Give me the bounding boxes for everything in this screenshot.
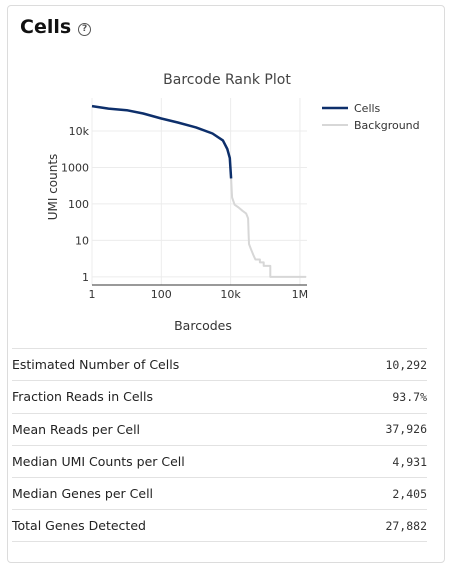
cells-card: Cells ? [7,5,445,563]
y-axis-ticks: 1 10 100 1000 10k [61,125,90,284]
metric-row: Mean Reads per Cell 37,926 [12,412,427,445]
metric-row: Median UMI Counts per Cell 4,931 [12,444,427,477]
x-tick-label: 1 [89,288,96,301]
metric-row: Fraction Reads in Cells 93.7% [12,380,427,412]
metric-value: 4,931 [392,454,427,469]
legend-label-background: Background [354,119,420,132]
metric-label: Total Genes Detected [12,518,146,534]
series-line-cells [91,104,233,179]
card-title: Cells [20,16,72,38]
metric-row: Estimated Number of Cells 10,292 [12,348,427,380]
chart-title: Barcode Rank Plot [163,72,291,88]
metric-value: 93.7% [392,389,427,404]
metric-label: Fraction Reads in Cells [12,389,154,405]
x-tick-label: 10k [220,288,241,301]
y-tick-label: 10 [75,234,89,247]
metric-row: Median Genes per Cell 2,405 [12,477,427,509]
series-line-background [230,178,306,278]
y-tick-label: 1 [82,271,89,284]
metric-label: Median UMI Counts per Cell [12,454,185,470]
chart-grid [91,98,307,285]
barcode-rank-chart: Barcode Rank Plot 1 10 100 1000 10k 1 100 10k 1… [46,72,420,333]
chart-legend: Cells Background [322,102,420,132]
metrics-table: Estimated Number of Cells 10,292 Fraction … [12,348,427,542]
metric-value: 27,882 [385,518,427,533]
x-tick-label: 100 [151,288,172,301]
card-header: Cells ? [20,16,92,38]
legend-label-cells: Cells [354,102,381,115]
help-icon[interactable]: ? [78,22,92,36]
metric-label: Mean Reads per Cell [12,421,141,437]
metric-label: Estimated Number of Cells [12,357,180,373]
y-tick-label: 10k [69,125,90,138]
metric-value: 37,926 [385,422,427,437]
x-axis-ticks: 1 100 10k 1M [89,288,309,301]
y-axis-label: UMI counts [46,154,60,221]
x-tick-label: 1M [292,288,309,301]
chart-series [91,104,306,278]
y-tick-label: 100 [68,198,89,211]
metric-value: 2,405 [392,486,427,501]
x-axis-label: Barcodes [174,318,232,333]
metric-value: 10,292 [385,357,427,372]
y-tick-label: 1000 [61,161,89,174]
metric-label: Median Genes per Cell [12,486,154,502]
metric-row: Total Genes Detected 27,882 [12,509,427,542]
